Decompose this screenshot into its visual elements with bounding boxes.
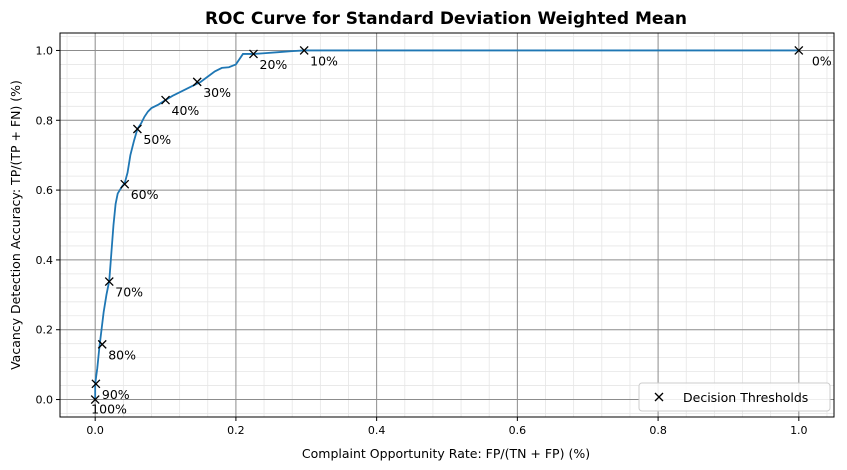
x-tick-label: 0.6 [509,424,527,437]
y-tick-label: 0.2 [36,324,54,337]
threshold-label: 40% [172,103,200,118]
major-grid [60,33,834,417]
threshold-label: 90% [102,387,130,402]
y-tick-label: 0.0 [36,394,54,407]
threshold-label: 70% [115,285,143,300]
threshold-label: 10% [310,53,338,68]
x-tick-label: 0.8 [649,424,667,437]
x-tick-label: 0.0 [86,424,104,437]
x-tick-label: 0.4 [368,424,386,437]
x-tick-label: 0.2 [227,424,245,437]
threshold-label: 50% [143,132,171,147]
plot-frame [59,32,835,418]
x-axis-label: Complaint Opportunity Rate: FP/(TN + FP)… [302,446,590,461]
threshold-marker [91,379,101,389]
threshold-marker [120,179,130,189]
threshold-annotations: 100%90% 80% 70% 60% 50%40%30% 20% 10% 0% [91,53,832,416]
x-tick-label: 1.0 [790,424,808,437]
legend-label: Decision Thresholds [683,390,808,405]
threshold-label: 100% [91,402,127,417]
threshold-label: 30% [203,85,231,100]
y-tick-label: 0.8 [36,114,54,127]
y-axis-ticks: 0.0 0.2 0.4 0.6 0.8 1.0 [36,44,60,407]
threshold-label: 60% [131,187,159,202]
y-axis-label: Vacancy Detection Accuracy: TP/(TP + FN)… [8,80,23,370]
threshold-label: 80% [108,347,136,362]
y-tick-label: 0.6 [36,184,54,197]
threshold-marker [132,124,142,134]
threshold-marker [161,95,171,105]
roc-curve-line [94,49,799,400]
threshold-marker [90,395,100,405]
chart-title: ROC Curve for Standard Deviation Weighte… [205,9,687,29]
threshold-label: 0% [812,53,832,68]
threshold-marker [104,277,114,287]
y-tick-label: 1.0 [36,44,54,57]
threshold-marker [192,77,202,87]
threshold-markers [90,45,804,405]
threshold-marker [249,49,258,59]
threshold-marker [299,45,309,55]
x-axis-ticks: 0.0 0.2 0.4 0.6 0.8 1.0 [86,417,808,437]
legend-box [638,382,831,412]
minor-grid [60,33,834,417]
legend-marker-x [654,392,664,402]
legend: Decision Thresholds [638,382,831,412]
threshold-label: 20% [260,57,288,72]
threshold-marker [97,339,107,349]
threshold-marker [794,45,804,55]
y-tick-label: 0.4 [36,254,54,267]
